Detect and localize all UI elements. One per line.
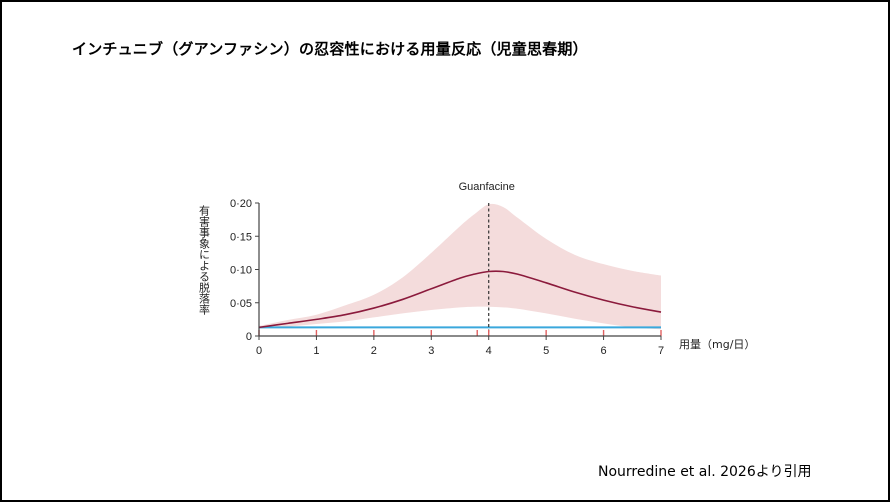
y-axis-ticks: 0 0·05 0·10 0·15 0·20	[230, 198, 259, 343]
y-tick-label: 0·10	[230, 265, 252, 277]
citation: Nourredine et al. 2026より引用	[598, 464, 812, 480]
x-tick-label: 5	[543, 345, 549, 357]
confidence-band	[259, 203, 661, 330]
plot-area	[258, 203, 662, 336]
x-axis-ticks: 0 1 2 3 4 5 6 7	[256, 336, 664, 357]
y-tick-label: 0·20	[230, 198, 252, 210]
y-tick-label: 0·05	[230, 298, 252, 310]
x-tick-label: 2	[371, 345, 377, 357]
x-tick-label: 1	[313, 345, 319, 357]
x-tick-label: 6	[601, 345, 607, 357]
annotation-label: Guanfacine	[459, 181, 515, 193]
x-axis-title: 用量（mg/日）	[679, 338, 755, 351]
x-tick-label: 3	[428, 345, 434, 357]
y-axis-title: 有害事象による脱落率	[198, 204, 211, 316]
y-tick-label: 0·15	[230, 231, 252, 243]
x-tick-label: 0	[256, 345, 262, 357]
slide-title: インチュニブ（グアンファシン）の忍容性における用量反応（児童思春期）	[72, 40, 588, 58]
y-tick-label: 0	[246, 331, 252, 343]
x-tick-label: 7	[658, 345, 664, 357]
x-tick-label: 4	[486, 345, 492, 357]
dose-response-curve	[258, 270, 662, 329]
